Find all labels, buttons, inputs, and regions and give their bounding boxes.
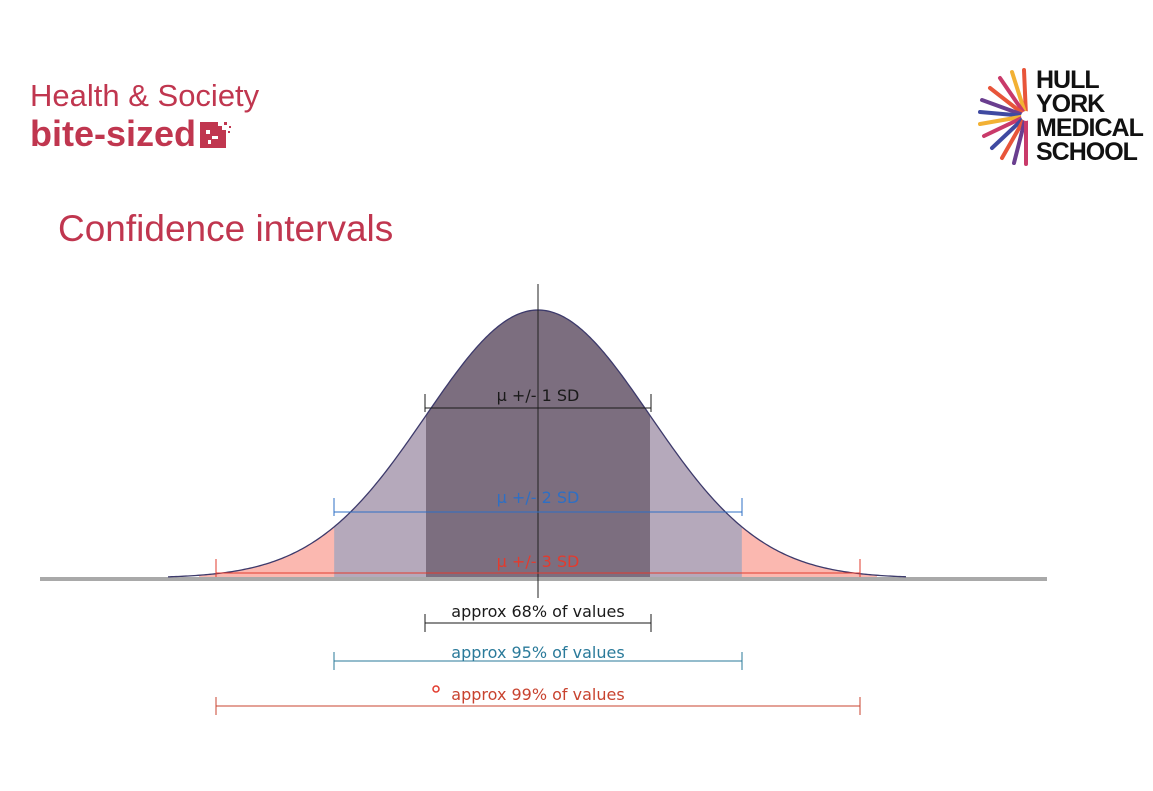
logo-line-3: MEDICAL — [1036, 114, 1144, 142]
hull-york-logo: HULL YORK MEDICAL SCHOOL — [976, 66, 1153, 170]
band-lines: μ +/- 1 SD μ +/- 2 SD μ +/- 3 SD — [215, 386, 861, 577]
range-label-1sd: approx 68% of values — [451, 602, 624, 621]
range-label-3sd: approx 99% of values — [451, 685, 624, 704]
brand-block: Health & Society bite-sized — [30, 78, 259, 154]
logo-text: HULL YORK MEDICAL SCHOOL — [1036, 66, 1144, 166]
bite-icon — [200, 122, 232, 148]
range-bars: approx 68% of values approx 95% of values… — [215, 602, 861, 715]
band-label-3sd: μ +/- 3 SD — [497, 552, 580, 571]
brand-title: Health & Society — [30, 78, 260, 113]
brand-subtitle-row: bite-sized — [30, 114, 259, 154]
band-label-2sd: μ +/- 2 SD — [497, 488, 580, 507]
brand-subtitle: bite-sized — [30, 113, 197, 154]
band-label-1sd: μ +/- 1 SD — [497, 386, 580, 405]
logo-line-4: SCHOOL — [1036, 138, 1138, 166]
logo-line-1: HULL — [1036, 66, 1100, 94]
cursor-dot — [432, 685, 440, 693]
logo-rays-icon — [978, 68, 1031, 166]
slide-title: Confidence intervals — [58, 208, 394, 249]
normal-curve — [167, 309, 907, 578]
range-label-2sd: approx 95% of values — [451, 643, 624, 662]
logo-line-2: YORK — [1036, 90, 1105, 118]
